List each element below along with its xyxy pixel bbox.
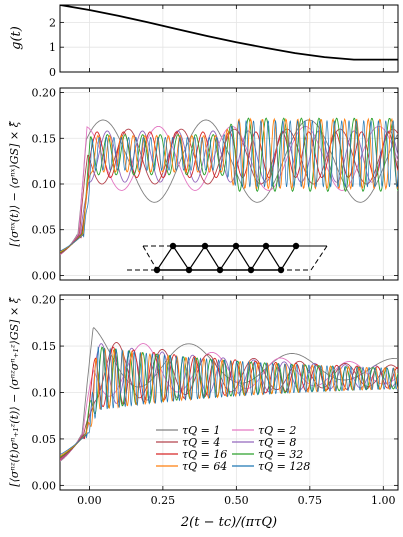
- y-label-top: g(t): [9, 26, 24, 50]
- lattice-site-bottom-1: [185, 266, 193, 274]
- legend-label-64: τQ = 64: [182, 460, 227, 473]
- lattice-site-bottom-2: [216, 266, 224, 274]
- y-tick-label-3: 0.15: [32, 340, 57, 353]
- lattice-site-bottom-0: [153, 266, 161, 274]
- x-axis-label: 2(t − tc)/(πτQ): [180, 515, 277, 530]
- legend-label-8: τQ = 8: [258, 436, 296, 449]
- lattice-left-dashed: [142, 245, 158, 271]
- series-tau-64: [60, 117, 398, 253]
- series-g-line: [60, 5, 398, 61]
- lattice-site-top-4: [292, 242, 300, 250]
- series-tau-2: [60, 343, 398, 462]
- y-label-middle-text: [⟨σⁿˣ(t)⟩ − ⟨σⁿˣ⟩GS] × ξ̂: [8, 120, 21, 246]
- plot-frame: [59, 87, 399, 281]
- y-label-bottom-text: [⟨σⁿᶻ(t)σⁿ₊₁ᶻ(t)⟩ − ⟨σⁿᶻσⁿ₊₁ᶻ⟩GS] × ξ̂: [8, 296, 21, 486]
- panel-middle: 0.00 0.05 0.10 0.15 0.20: [32, 87, 399, 282]
- x-tick-label-2: 0.50: [224, 494, 249, 507]
- y-tick-label-0: 0.00: [32, 269, 57, 282]
- x-tick-label-1: 0.25: [151, 494, 176, 507]
- lattice-site-top-0: [169, 242, 177, 250]
- legend-label-32: τQ = 32: [258, 448, 303, 461]
- y-tick-label-4: 0.20: [32, 87, 57, 100]
- y-tick-label-3: 0.15: [32, 132, 57, 145]
- y-tick-label-0: 0: [49, 66, 56, 79]
- y-label-middle: [⟨σⁿˣ(t)⟩ − ⟨σⁿˣ⟩GS] × ξ̂: [8, 120, 21, 246]
- series-tau-8: [60, 343, 398, 460]
- y-tick-label-0: 0.00: [32, 479, 57, 492]
- y-tick-label-4: 0.20: [32, 294, 57, 307]
- y-label-top-text: g(t): [9, 26, 24, 50]
- y-tick-label-2: 2: [49, 16, 56, 29]
- lattice-right-dashed: [310, 245, 328, 271]
- series-tau-128: [60, 119, 398, 252]
- plot-frame: [59, 294, 399, 491]
- lattice-site-top-1: [201, 242, 209, 250]
- y-label-bottom: [⟨σⁿᶻ(t)σⁿ₊₁ᶻ(t)⟩ − ⟨σⁿᶻσⁿ₊₁ᶻ⟩GS] × ξ̂: [8, 296, 21, 486]
- lattice-site-bottom-3: [247, 266, 255, 274]
- legend-label-16: τQ = 16: [182, 448, 227, 461]
- x-tick-label-0: 0.00: [77, 494, 102, 507]
- x-tick-label-4: 1.00: [371, 494, 396, 507]
- legend: τQ = 1 τQ = 2τQ = 4 τQ = 8τQ = 16 τQ = 32τQ…: [156, 424, 310, 473]
- series-tau-1: [60, 119, 398, 256]
- lattice-zigzag: [156, 244, 297, 272]
- plot-frame: [59, 4, 399, 73]
- legend-label-2: τQ = 2: [258, 424, 296, 437]
- y-tick-label-2: 0.10: [32, 178, 57, 191]
- y-tick-label-1: 0.05: [32, 224, 57, 237]
- legend-label-1: τQ = 1: [182, 424, 220, 437]
- y-tick-label-1: 1: [49, 41, 56, 54]
- x-tick-label-3: 0.75: [298, 494, 323, 507]
- y-tick-label-1: 0.05: [32, 433, 57, 446]
- legend-label-128: τQ = 128: [258, 460, 310, 473]
- legend-label-4: τQ = 4: [182, 436, 220, 449]
- lattice-site-top-2: [232, 242, 240, 250]
- series-tau-2: [60, 125, 398, 255]
- series-tau-128: [60, 346, 398, 455]
- panel-top: 0 1 2: [49, 4, 399, 79]
- lattice-site-bottom-4: [277, 266, 285, 274]
- panel-bottom: 0.00 0.25 0.50 0.75 1.00 0.00 0.05 0.10 0.15 0.20…: [32, 294, 399, 507]
- y-tick-label-2: 0.10: [32, 387, 57, 400]
- lattice-inset: [127, 242, 328, 274]
- lattice-site-top-3: [262, 242, 270, 250]
